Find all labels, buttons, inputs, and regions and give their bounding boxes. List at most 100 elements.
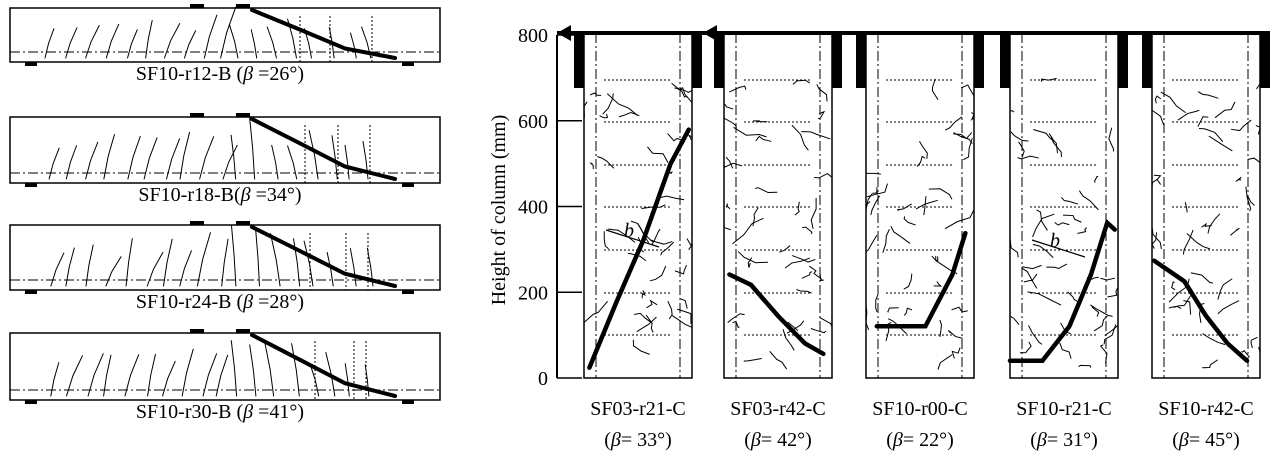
column-beta: (β= 31°) <box>1030 429 1098 451</box>
crack <box>754 187 778 194</box>
crack <box>888 318 907 334</box>
crack <box>127 135 141 180</box>
crack <box>1151 232 1157 249</box>
crack <box>1184 202 1188 213</box>
crack <box>919 141 928 159</box>
crack <box>1009 237 1019 258</box>
crack <box>723 219 731 231</box>
crack <box>725 156 734 169</box>
crack <box>819 273 824 281</box>
crack <box>1062 214 1082 223</box>
crack <box>651 228 661 246</box>
label-part: =41°) <box>253 401 304 423</box>
crack <box>65 247 75 287</box>
crack <box>270 233 281 287</box>
stub <box>574 33 584 88</box>
annotation: b <box>1050 230 1060 252</box>
main-crack <box>874 230 968 329</box>
crack <box>85 244 94 287</box>
crack <box>1168 278 1190 303</box>
crack <box>674 87 692 93</box>
crack <box>1021 268 1038 289</box>
crack <box>1255 125 1261 135</box>
crack <box>935 255 939 262</box>
crack <box>1027 291 1062 306</box>
crack <box>583 301 608 323</box>
stub <box>856 33 866 88</box>
crack <box>916 155 926 167</box>
crack <box>146 251 164 287</box>
beam-label: SF10-r30-B (β =41°) <box>136 401 304 423</box>
crack <box>870 195 880 216</box>
main-crack <box>727 272 826 357</box>
main-crack <box>250 225 397 288</box>
crack <box>1017 155 1039 160</box>
crack <box>1104 320 1119 336</box>
load-plate <box>190 329 204 333</box>
crack <box>1258 346 1261 364</box>
support <box>402 183 414 187</box>
crack <box>326 251 334 287</box>
crack <box>865 167 881 175</box>
column-name: SF10-r42-C <box>1158 398 1254 420</box>
crack <box>215 354 229 397</box>
crack <box>953 132 973 140</box>
crack <box>1202 359 1218 369</box>
crack <box>249 344 257 397</box>
main-crack <box>250 117 397 181</box>
crack <box>725 203 731 209</box>
crack <box>607 93 638 116</box>
crack <box>124 354 140 397</box>
crack <box>1197 116 1209 127</box>
crack <box>249 117 256 180</box>
crack <box>923 196 927 216</box>
crack <box>50 362 60 397</box>
crack <box>65 27 78 59</box>
crack <box>1100 277 1116 281</box>
crack <box>668 171 673 174</box>
crack <box>230 134 237 180</box>
crack <box>1061 197 1079 205</box>
label-part: ( <box>604 429 611 451</box>
annotation: b <box>624 220 634 242</box>
crack <box>147 353 156 397</box>
support <box>402 62 414 66</box>
crack <box>819 317 833 328</box>
support <box>25 400 37 404</box>
crack <box>105 23 120 59</box>
main-crack <box>1151 258 1250 363</box>
crack <box>658 195 685 201</box>
label-part: β <box>750 429 761 451</box>
crack <box>729 85 747 93</box>
crack <box>1054 222 1070 226</box>
crack <box>599 113 609 119</box>
crack <box>287 145 298 180</box>
crack <box>875 294 879 312</box>
arrow-head <box>703 25 717 41</box>
crack <box>724 117 737 131</box>
label-part: β <box>242 291 253 313</box>
crack <box>1093 175 1099 183</box>
crack <box>602 93 614 115</box>
crack <box>1168 305 1182 309</box>
y-tick-label: 800 <box>518 25 548 47</box>
beam-label: SF10-r24-B (β =28°) <box>136 291 304 313</box>
crack <box>755 135 772 142</box>
crack <box>791 255 816 263</box>
label-part: ( <box>1172 429 1179 451</box>
crack <box>230 340 238 397</box>
crack <box>303 240 314 287</box>
crack <box>1091 305 1100 317</box>
crack <box>44 28 55 59</box>
load-plate <box>190 113 204 117</box>
crack <box>1173 295 1191 308</box>
crack <box>1093 315 1108 332</box>
crack <box>1171 281 1176 290</box>
crack <box>48 147 60 180</box>
crack <box>903 216 916 226</box>
crack <box>1090 304 1113 317</box>
load-plate <box>236 221 250 225</box>
column-outline <box>1151 32 1261 379</box>
label-part: SF10-r30-B ( <box>136 401 244 423</box>
